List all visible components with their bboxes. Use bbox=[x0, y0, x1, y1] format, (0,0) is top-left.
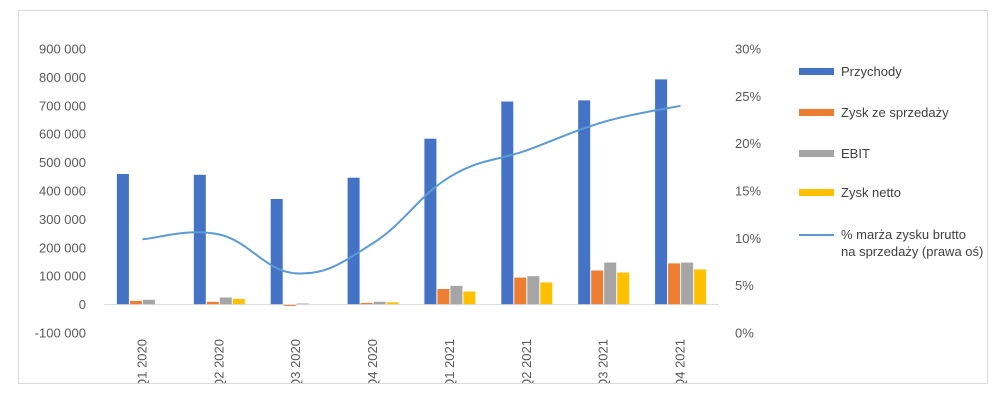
category-label: Q2 2020 bbox=[211, 339, 226, 383]
left-tick-label: 500 000 bbox=[39, 155, 86, 170]
legend-label: Przychody bbox=[841, 64, 902, 79]
bar-ebit-q2-2021 bbox=[527, 276, 540, 305]
bar-zysk-netto-q2-2020 bbox=[232, 298, 245, 305]
bar-przychody-q2-2020 bbox=[193, 174, 206, 305]
right-tick-label: 10% bbox=[735, 231, 761, 246]
bar-przychody-q1-2021 bbox=[424, 138, 437, 305]
left-tick-label: -100 000 bbox=[35, 326, 86, 341]
legend-item-zysk-ze-sprzedazy: Zysk ze sprzedaży bbox=[799, 105, 949, 120]
bar-zysk-netto-q3-2021 bbox=[617, 272, 630, 305]
bar-zysk-netto-q4-2020 bbox=[386, 302, 399, 305]
bar-przychody-q2-2021 bbox=[501, 101, 514, 305]
chart-frame: -100 000 0 100 000 200 000 300 000 400 000 500… bbox=[18, 10, 988, 384]
bar-ebit-q1-2021 bbox=[450, 285, 463, 305]
bar-przychody-q4-2021 bbox=[655, 79, 668, 305]
left-tick-label: 800 000 bbox=[39, 70, 86, 85]
legend-label: Zysk netto bbox=[841, 185, 901, 200]
category-label: Q4 2020 bbox=[365, 339, 380, 383]
bar-przychody-q3-2020 bbox=[270, 199, 283, 305]
bar-zysk-netto-q1-2021 bbox=[463, 291, 476, 305]
legend-label: Zysk ze sprzedaży bbox=[841, 105, 949, 120]
category-label: Q1 2021 bbox=[442, 339, 457, 383]
left-tick-label: 700 000 bbox=[39, 98, 86, 113]
bar-zysk-ze-sprzedazy-q4-2020 bbox=[360, 302, 373, 305]
right-tick-label: 5% bbox=[735, 278, 754, 293]
bar-ebit-q3-2020 bbox=[296, 303, 309, 305]
bar-zysk-ze-sprzedazy-q2-2021 bbox=[514, 277, 527, 305]
legend-item-zysk-netto: Zysk netto bbox=[799, 185, 901, 200]
left-axis-ticks: -100 000 0 100 000 200 000 300 000 400 000 500… bbox=[35, 42, 86, 341]
category-label: Q3 2021 bbox=[596, 339, 611, 383]
bar-ebit-q4-2020 bbox=[373, 301, 386, 305]
right-axis-ticks: 0% 5% 10% 15% 20% 25% 30% bbox=[735, 42, 761, 341]
bar-zysk-ze-sprzedazy-q3-2020 bbox=[283, 304, 296, 306]
bars-layer bbox=[116, 79, 707, 306]
legend-swatch bbox=[799, 150, 834, 157]
bar-zysk-ze-sprzedazy-q3-2021 bbox=[591, 270, 604, 305]
left-tick-label: 900 000 bbox=[39, 42, 86, 57]
legend-item-przychody: Przychody bbox=[799, 64, 902, 79]
bar-zysk-ze-sprzedazy-q4-2021 bbox=[668, 263, 681, 305]
left-tick-label: 400 000 bbox=[39, 184, 86, 199]
legend-item-marza-zysku-brutto-na-sprzedazy-prawa-os: % marża zysku brutto na sprzedaży (prawa … bbox=[799, 227, 983, 259]
combo-chart: -100 000 0 100 000 200 000 300 000 400 000 500… bbox=[35, 42, 984, 384]
category-label: Q2 2021 bbox=[519, 339, 534, 383]
legend-swatch bbox=[799, 68, 834, 75]
category-label: Q3 2020 bbox=[288, 339, 303, 383]
left-tick-label: 100 000 bbox=[39, 269, 86, 284]
right-tick-label: 15% bbox=[735, 184, 761, 199]
bar-zysk-netto-q4-2021 bbox=[694, 269, 707, 305]
right-tick-label: 30% bbox=[735, 42, 761, 57]
bar-zysk-ze-sprzedazy-q1-2020 bbox=[129, 300, 142, 305]
bar-ebit-q2-2020 bbox=[219, 297, 232, 305]
right-tick-label: 0% bbox=[735, 326, 754, 341]
bar-przychody-q4-2020 bbox=[347, 177, 360, 305]
line-layer bbox=[142, 104, 681, 275]
category-label: Q1 2020 bbox=[134, 339, 149, 383]
bar-ebit-q3-2021 bbox=[604, 262, 617, 305]
left-tick-label: 200 000 bbox=[39, 240, 86, 255]
bar-ebit-q1-2020 bbox=[142, 299, 155, 305]
left-tick-label: 300 000 bbox=[39, 212, 86, 227]
bar-zysk-ze-sprzedazy-q2-2020 bbox=[206, 301, 219, 305]
legend-swatch bbox=[799, 109, 834, 116]
legend-item-ebit: EBIT bbox=[799, 146, 870, 161]
right-tick-label: 20% bbox=[735, 136, 761, 151]
legend-label: EBIT bbox=[841, 146, 870, 161]
left-tick-label: 0 bbox=[79, 297, 86, 312]
bar-przychody-q1-2020 bbox=[116, 174, 129, 305]
legend-label: % marża zysku brutto na sprzedaży (prawa … bbox=[841, 227, 983, 259]
category-axis-labels: Q1 2020 Q2 2020 Q3 2020 Q4 2020 Q1 2021 Q2 20… bbox=[134, 339, 687, 383]
right-tick-label: 25% bbox=[735, 89, 761, 104]
bar-przychody-q3-2021 bbox=[578, 100, 591, 305]
bar-ebit-q4-2021 bbox=[681, 262, 694, 305]
line-marza-zysku-brutto-na-sprzedazy-prawa-os bbox=[142, 104, 681, 275]
bar-zysk-netto-q2-2021 bbox=[540, 282, 553, 305]
left-tick-label: 600 000 bbox=[39, 127, 86, 142]
legend-swatch bbox=[799, 189, 834, 196]
legend: Przychody Zysk ze sprzedaży EBIT Zysk netto… bbox=[799, 64, 983, 259]
category-label: Q4 2021 bbox=[673, 339, 688, 383]
bar-zysk-ze-sprzedazy-q1-2021 bbox=[437, 289, 450, 305]
